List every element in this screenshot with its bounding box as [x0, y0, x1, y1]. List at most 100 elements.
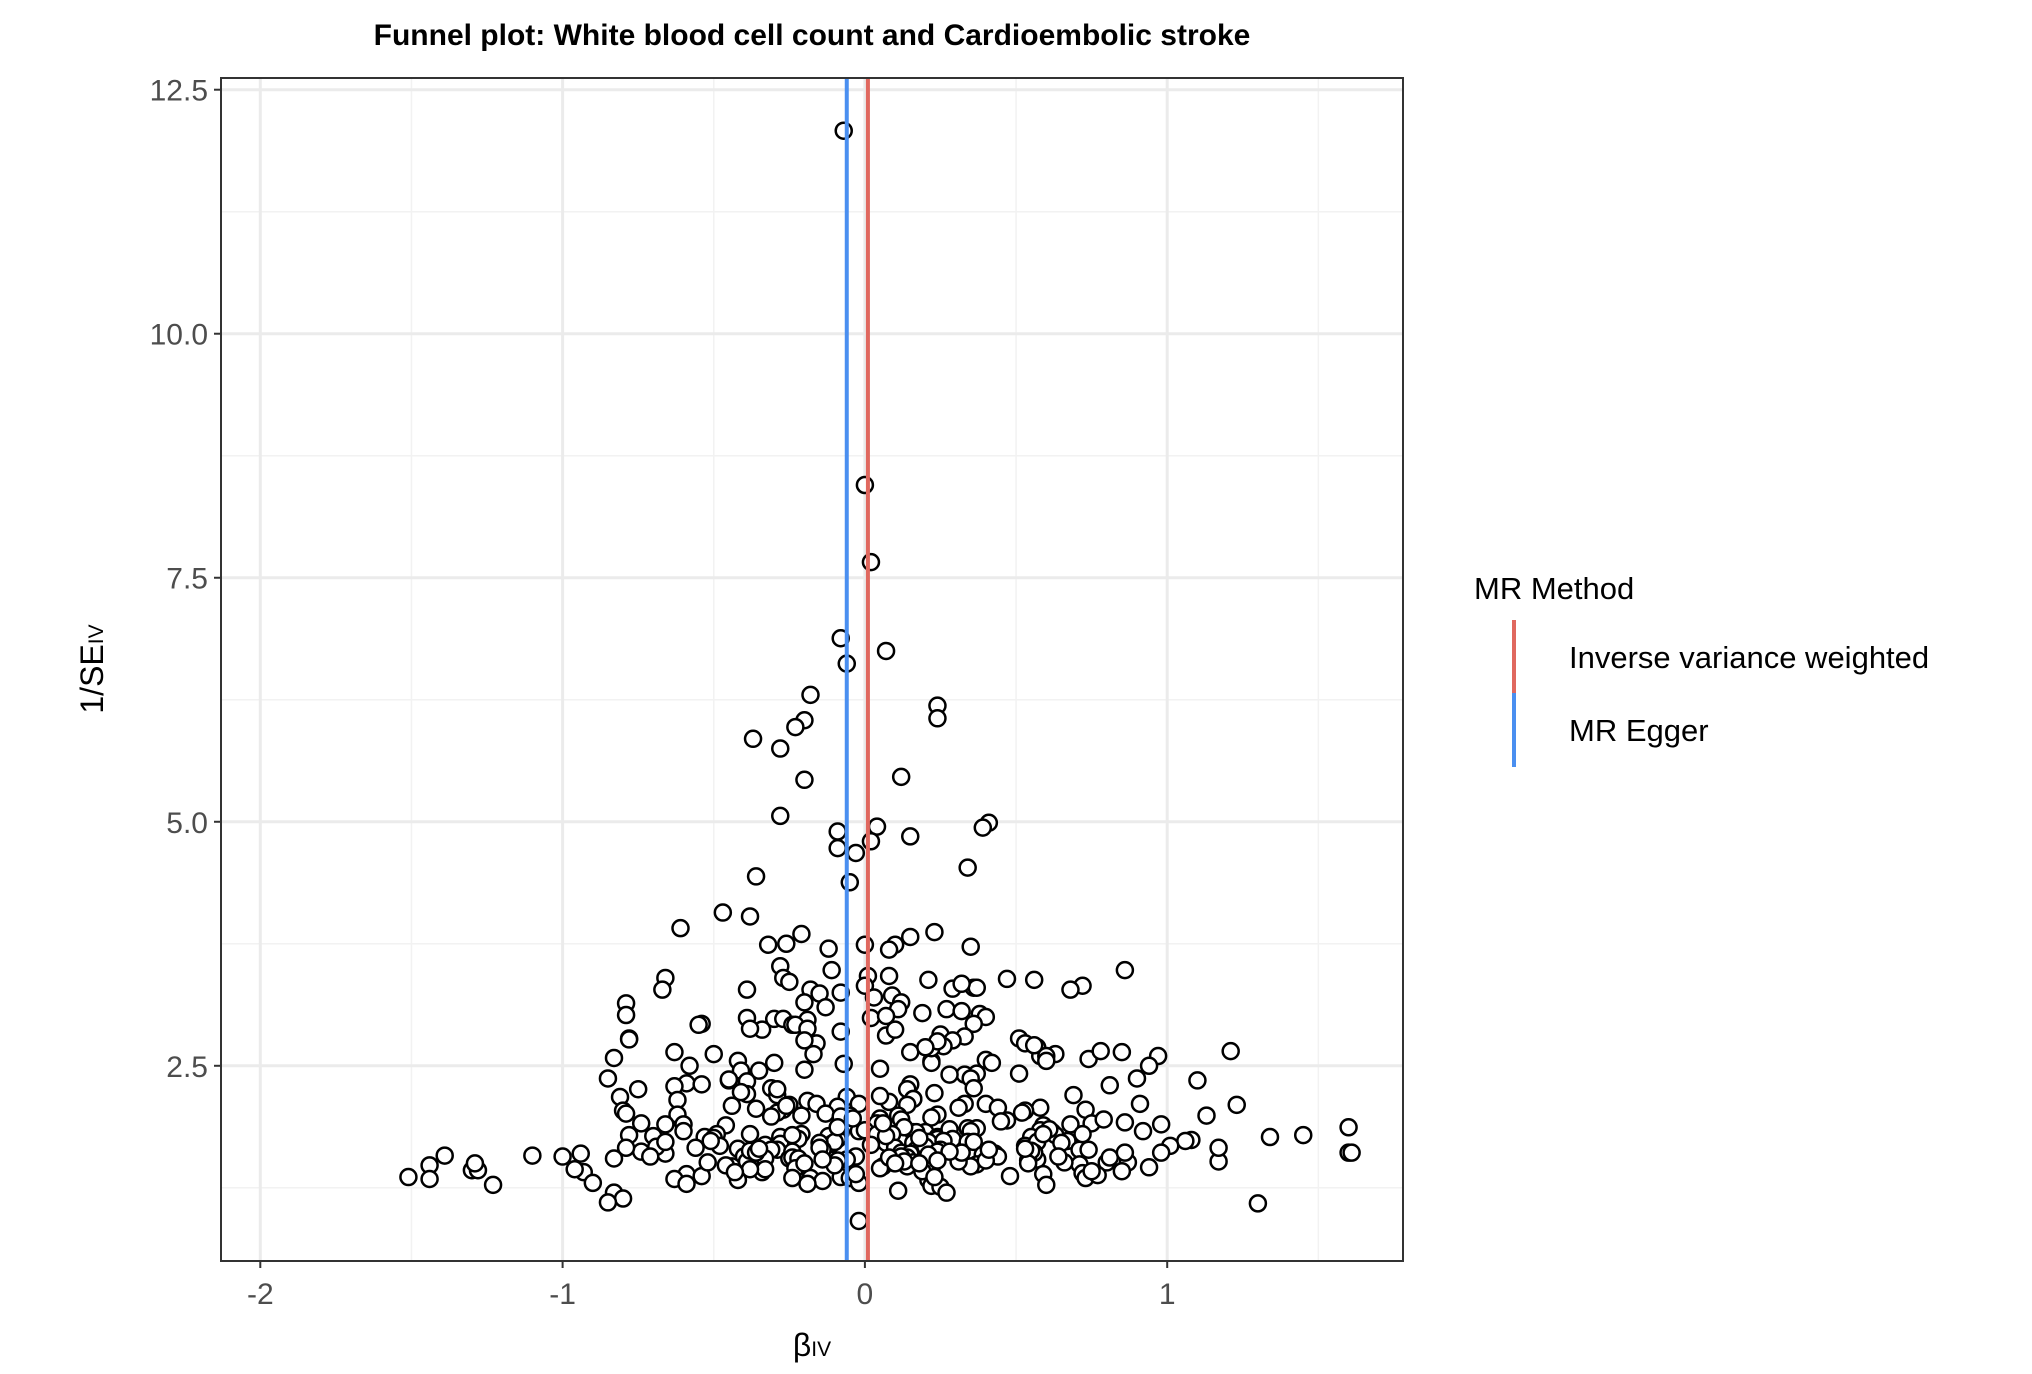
- data-point: [1094, 1110, 1113, 1129]
- x-axis: -2 -1 0 1: [247, 1261, 1176, 1311]
- data-points: [399, 121, 1361, 1231]
- reference-lines: [844, 78, 870, 1261]
- data-point: [737, 980, 757, 999]
- data-point: [1030, 1098, 1050, 1118]
- data-point: [783, 1125, 802, 1145]
- data-point: [828, 838, 847, 858]
- data-point: [435, 1146, 454, 1165]
- data-point: [523, 1146, 542, 1165]
- data-point: [952, 1001, 971, 1021]
- data-point: [1009, 1064, 1029, 1083]
- data-point: [910, 1154, 929, 1173]
- data-point: [767, 1079, 787, 1099]
- data-point: [991, 1112, 1011, 1131]
- data-point: [885, 1020, 905, 1039]
- data-point: [928, 1151, 947, 1170]
- data-point: [795, 770, 814, 790]
- data-point: [553, 1147, 572, 1166]
- data-point: [1037, 1175, 1056, 1195]
- data-point: [937, 1183, 956, 1202]
- data-point: [604, 1149, 624, 1168]
- data-point: [1000, 1166, 1020, 1186]
- data-point: [961, 937, 980, 956]
- plot-background: [221, 78, 1403, 1261]
- data-point: [1024, 1036, 1044, 1055]
- data-point: [613, 1189, 633, 1208]
- data-point: [755, 1159, 775, 1179]
- data-point: [604, 1048, 624, 1068]
- data-point: [891, 767, 911, 787]
- data-point: [677, 1174, 696, 1194]
- data-point: [849, 1211, 869, 1231]
- y-tick-label: 7.5: [166, 563, 208, 596]
- data-point: [1248, 1194, 1268, 1213]
- data-point: [689, 1015, 708, 1035]
- data-point: [813, 1171, 832, 1191]
- data-point: [834, 1054, 853, 1074]
- data-point: [740, 1019, 760, 1038]
- data-point: [910, 1128, 929, 1148]
- data-point: [834, 121, 853, 140]
- data-point: [1100, 1076, 1120, 1095]
- data-point: [764, 1053, 784, 1073]
- data-point: [653, 980, 672, 999]
- data-point: [571, 1144, 590, 1163]
- legend-keys: Inverse variance weighted MR Egger: [1512, 620, 1929, 767]
- data-point: [598, 1193, 618, 1212]
- data-point: [828, 822, 847, 841]
- data-point: [777, 1096, 796, 1116]
- data-point: [465, 1154, 485, 1173]
- data-point: [816, 1104, 835, 1123]
- y-axis: 2.5 5.0 7.5 10.0 12.5: [150, 75, 221, 1084]
- data-point: [758, 935, 778, 955]
- data-point: [795, 1031, 814, 1050]
- data-point: [698, 1153, 717, 1172]
- data-point: [749, 1061, 769, 1080]
- data-point: [722, 1096, 742, 1116]
- grid-minor: [221, 78, 1403, 1261]
- data-point: [616, 1005, 636, 1025]
- data-point: [792, 1106, 811, 1125]
- data-point: [967, 978, 987, 997]
- data-point: [964, 1132, 983, 1152]
- data-point: [1209, 1138, 1228, 1158]
- data-point: [1061, 980, 1080, 999]
- data-point: [997, 969, 1017, 989]
- data-point: [900, 827, 920, 846]
- data-point: [873, 1114, 893, 1133]
- data-point: [1024, 970, 1044, 990]
- data-point: [919, 970, 938, 990]
- data-point: [1133, 1121, 1153, 1141]
- x-tick-label: -2: [247, 1278, 274, 1311]
- data-point: [619, 1030, 639, 1049]
- data-point: [719, 1070, 739, 1089]
- data-point: [1112, 1161, 1132, 1181]
- x-tick-label: 0: [857, 1278, 874, 1311]
- data-point: [940, 1065, 959, 1084]
- data-point: [813, 1150, 832, 1169]
- data-point: [879, 966, 899, 986]
- legend: MR Method Inverse variance weighted MR Eg…: [1474, 571, 1929, 767]
- data-point: [792, 924, 811, 944]
- data-point: [846, 1164, 866, 1184]
- data-point: [1339, 1118, 1358, 1137]
- data-point: [804, 1044, 823, 1064]
- x-tick-label: -1: [549, 1278, 576, 1311]
- data-point: [1115, 1113, 1135, 1132]
- data-point: [1188, 1071, 1207, 1090]
- data-point: [1034, 1124, 1053, 1144]
- data-point: [674, 1121, 693, 1141]
- data-point: [749, 1139, 769, 1159]
- data-point: [628, 1079, 648, 1099]
- x-axis-title-sub: IV: [811, 1338, 831, 1361]
- data-point: [686, 1138, 705, 1158]
- data-point: [1227, 1095, 1246, 1115]
- data-point: [1015, 1139, 1035, 1159]
- data-point: [861, 1135, 881, 1155]
- data-point: [1018, 1154, 1038, 1173]
- y-tick-label: 12.5: [150, 75, 208, 108]
- data-point: [420, 1169, 439, 1189]
- data-point: [840, 873, 860, 892]
